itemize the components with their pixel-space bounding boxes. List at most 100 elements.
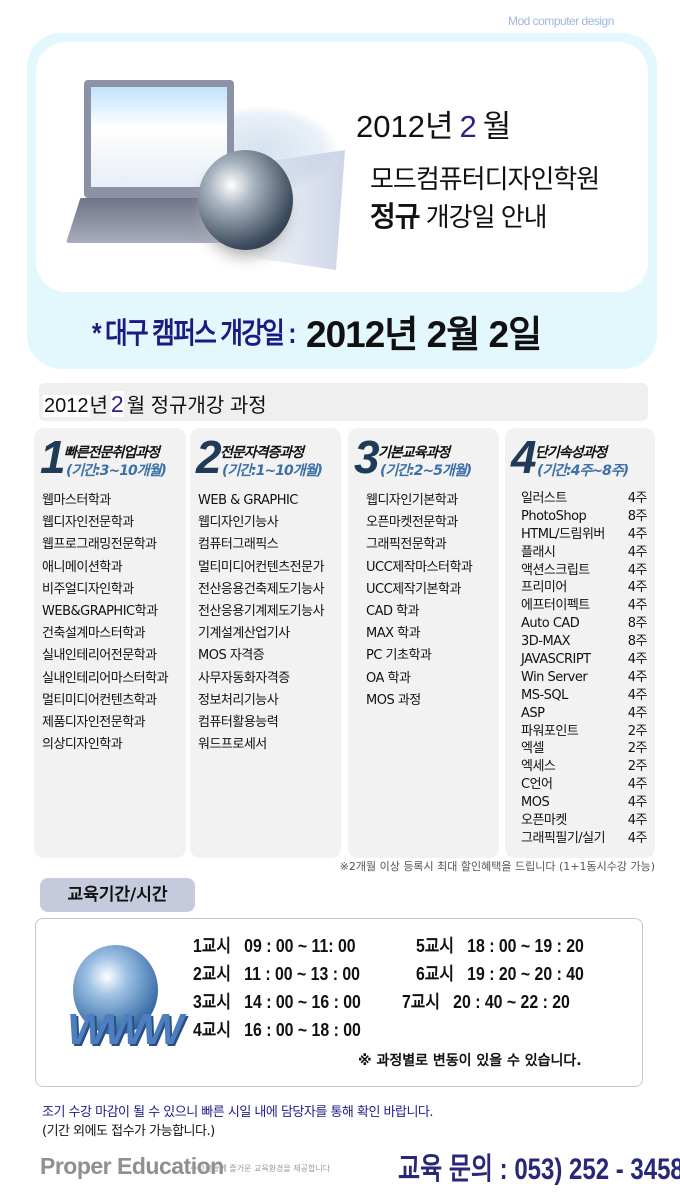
course-column: 1 빠른전문취업과정 (기간:3~10개월) 웹마스터학과 웹디자인전문학과 웹프로그… (34, 428, 186, 858)
period-time: 19 : 20 ~ 20 : 40 (467, 964, 584, 984)
course-item-name: MOS (521, 795, 550, 811)
course-item: 비주얼디자인학과 (42, 581, 134, 597)
course-item: 웹마스터학과 (42, 493, 111, 508)
proper-education-logo: Proper Education (40, 1153, 224, 1179)
course-item-name: HTML/드림위버 (521, 526, 605, 542)
course-item: ASP 4주 (521, 705, 648, 723)
course-item-weeks: 4주 (627, 777, 648, 793)
course-item-weeks: 8주 (627, 616, 648, 632)
section-title: 2012년 2 월 정규개강 과정 (43, 389, 267, 418)
period-time: 18 : 00 ~ 19 : 20 (467, 936, 584, 956)
schedule-period: 3교시 14 : 00 ~ 16 : 00 (193, 988, 361, 1014)
course-item: 워드프로세서 (198, 737, 267, 753)
course-item: 전산응용기계제도기능사 (198, 603, 325, 619)
course-item: OA 학과 (366, 670, 411, 686)
brand-tagline: Mod computer design (508, 14, 614, 28)
course-item: HTML/드림위버 4주 (521, 526, 648, 544)
course-item-weeks: 2주 (627, 741, 648, 757)
course-column: 4 단기속성과정 (기간:4주~8주) 일러스트 4주 PhotoShop 8주 HTML… (505, 428, 655, 858)
course-item-weeks: 8주 (627, 634, 648, 650)
course-item: PC 기초학과 (366, 648, 432, 664)
course-item: MOS 4주 (521, 794, 648, 812)
school-name: 모드컴퓨터디자인학원 (370, 164, 600, 194)
course-item: 기계설계산업기사 (198, 626, 290, 642)
course-number: 3 (354, 431, 380, 483)
course-item: 실내인테리어마스터학과 (42, 670, 169, 686)
course-item-name: 에프터이펙트 (521, 598, 590, 614)
schedule-period: 4교시 16 : 00 ~ 18 : 00 (193, 1016, 361, 1042)
course-item-weeks: 2주 (627, 759, 648, 775)
course-item: 오픈마켓 4주 (521, 812, 648, 830)
schedule-period: 6교시 19 : 20 ~ 20 : 40 (416, 960, 584, 986)
course-number: 4 (511, 431, 537, 483)
course-item: MOS 자격증 (198, 648, 265, 664)
course-item-name: 엑세스 (521, 759, 556, 775)
period-label: 6교시 (416, 964, 454, 984)
course-item: JAVASCRIPT 4주 (521, 651, 648, 669)
course-item: 전산응용건축제도기능사 (198, 581, 325, 597)
course-item: WEB&GRAPHIC학과 (42, 603, 158, 619)
course-column: 2 전문자격증과정 (기간:1~10개월) WEB & GRAPHIC 웹디자인기능… (190, 428, 341, 858)
course-item: UCC제작마스터학과 (366, 559, 473, 575)
course-item-weeks: 4주 (627, 669, 648, 685)
course-item-name: Win Server (521, 669, 588, 685)
course-item: 프리미어 4주 (521, 579, 648, 597)
course-item: 사무자동화자격증 (198, 670, 290, 686)
course-item-weeks: 4주 (627, 598, 648, 614)
course-item: 일러스트 4주 (521, 490, 648, 508)
course-item-name: 오픈마켓 (521, 813, 567, 829)
course-item-weeks: 4주 (627, 830, 648, 846)
period-label: 3교시 (193, 992, 231, 1012)
period-label: 2교시 (193, 964, 231, 984)
www-text: WWW (67, 1005, 184, 1054)
course-period: (기간:3~10개월) (66, 463, 167, 479)
hero-year: 2012년 (356, 109, 454, 144)
period-time: 11 : 00 ~ 13 : 00 (244, 964, 360, 984)
course-item-name: 엑셀 (521, 741, 544, 757)
course-item-name: 그래픽필기/실기 (521, 830, 606, 846)
course-item-weeks: 4주 (627, 562, 648, 578)
course-item-weeks: 2주 (627, 723, 648, 739)
schedule-badge: 교육기간/시간 (40, 878, 195, 912)
hero-subtitle-rest: 개강일 안내 (425, 202, 548, 232)
course-item: WEB & GRAPHIC (198, 493, 298, 508)
course-item-name: JAVASCRIPT (521, 652, 591, 668)
course-item-name: C언어 (521, 777, 553, 793)
logo-tagline: 수강생들께 즐거운 교육환경을 제공합니다 (190, 1164, 331, 1173)
schedule-period: 7교시 20 : 40 ~ 22 : 20 (402, 988, 570, 1014)
course-item-name: 파워포인트 (521, 723, 579, 739)
course-item-weeks: 4주 (627, 813, 648, 829)
course-item-name: 프리미어 (521, 580, 567, 596)
course-item-weeks: 4주 (627, 526, 648, 542)
www-globe-image: WWW (55, 945, 185, 1065)
course-number: 1 (40, 431, 66, 483)
period-label: 7교시 (402, 992, 440, 1012)
hero-subtitle: 정규 개강일 안내 (370, 195, 548, 235)
hero-month: 2 (459, 109, 477, 144)
course-item: 멀티미디어컨텐츠학과 (42, 692, 157, 708)
course-item: C언어 4주 (521, 776, 648, 794)
discount-note: ※2개월 이상 등록시 최대 할인혜택을 드립니다 (1+1동시수강 가능) (339, 860, 655, 873)
course-item-weeks: 4주 (627, 544, 648, 560)
course-item-weeks: 4주 (627, 580, 648, 596)
course-item: 의상디자인학과 (42, 737, 123, 753)
period-label: 4교시 (193, 1020, 231, 1040)
course-item: 실내인테리어전문학과 (42, 648, 157, 664)
course-title: 기본교육과정 (378, 445, 450, 461)
campus-label: * 대구 캠퍼스 개강일 : (92, 318, 297, 350)
course-title: 전문자격증과정 (220, 445, 304, 461)
course-item: 엑셀 2주 (521, 740, 648, 758)
hero-month-unit: 월 (482, 109, 512, 144)
contact-phone: 교육 문의 : 053) 252 - 3458 (398, 1153, 680, 1186)
course-item: 컴퓨터그래픽스 (198, 537, 279, 553)
course-item: Auto CAD 8주 (521, 615, 648, 633)
course-item: 웹디자인전문학과 (42, 515, 134, 531)
course-item-weeks: 4주 (627, 705, 648, 721)
course-item: Win Server 4주 (521, 669, 648, 687)
course-column: 3 기본교육과정 (기간:2~5개월) 웹디자인기본학과 오픈마켓전문학과 그래픽전문… (348, 428, 499, 858)
course-item-name: Auto CAD (521, 616, 580, 632)
course-title: 빠른전문취업과정 (64, 445, 160, 461)
course-item-name: ASP (521, 705, 545, 721)
course-item-weeks: 4주 (627, 795, 648, 811)
early-notice: 조기 수강 마감이 될 수 있으니 빠른 시일 내에 담당자를 통해 확인 바랍… (42, 1105, 434, 1120)
